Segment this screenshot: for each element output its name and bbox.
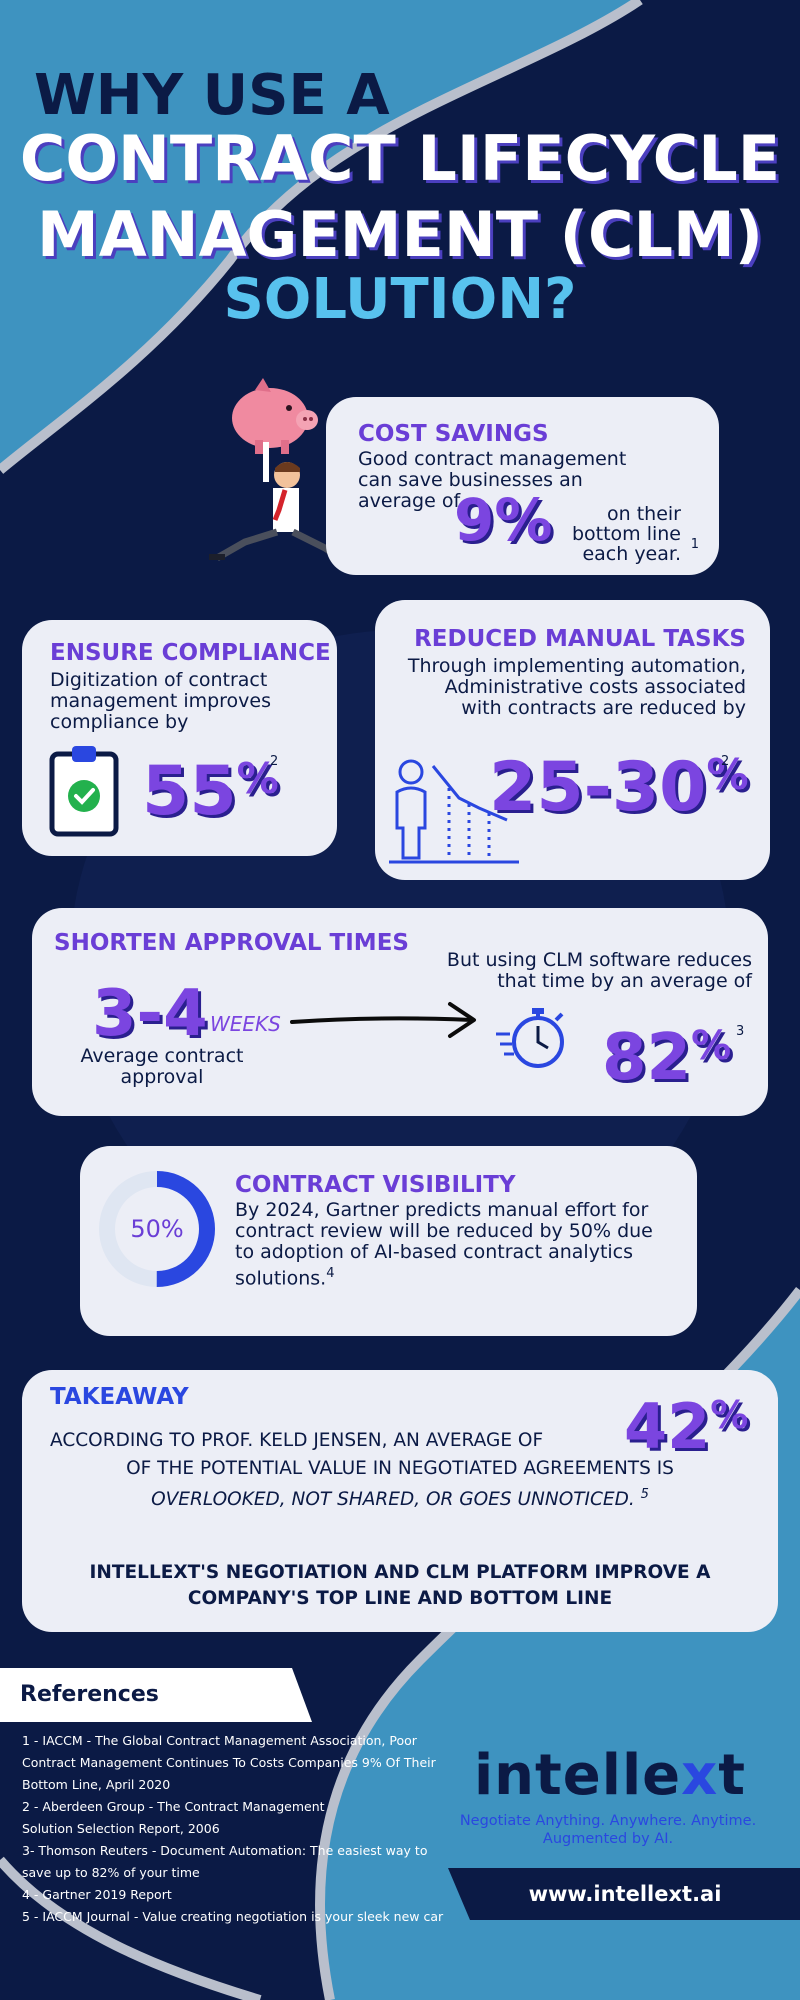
reference-line: 5 - IACCM Journal - Value creating negot… — [22, 1909, 444, 1924]
visibility-body-text: By 2024, Gartner predicts manual effort … — [235, 1199, 653, 1290]
approval-stat-left: 3-4 — [92, 977, 208, 1051]
donut-label: 50% — [130, 1215, 183, 1243]
reference-line: 3- Thomson Reuters - Document Automation… — [22, 1843, 428, 1858]
reference-line: Contract Management Continues To Costs C… — [22, 1755, 436, 1770]
approval-right-1: But using CLM software reduces — [446, 949, 752, 971]
brand-tagline-1: Negotiate Anything. Anywhere. Anytime. — [459, 1813, 757, 1829]
compliance-stat: 55% — [142, 758, 279, 826]
compliance-card: ENSURE COMPLIANCE Digitization of contra… — [22, 620, 337, 856]
intellext-logo: intellext — [430, 1748, 790, 1804]
stopwatch-icon — [496, 1008, 564, 1068]
visibility-card: 50% CONTRACT VISIBILITY By 2024, Gartner… — [80, 1146, 697, 1336]
approval-label-left-1: Average contract — [80, 1045, 244, 1067]
clipboard-check-icon — [49, 746, 119, 837]
takeaway-ref: 5 — [640, 1487, 649, 1502]
takeaway-stat-percent: % — [710, 1393, 749, 1437]
website-link[interactable]: www.intellext.ai — [528, 1882, 722, 1906]
reference-line: Solution Selection Report, 2006 — [22, 1821, 220, 1836]
cost-savings-heading: COST SAVINGS — [358, 421, 549, 447]
logo-part-b: t — [718, 1743, 747, 1808]
logo-part-a: intelle — [473, 1743, 682, 1808]
approval-stat-right: 82% — [602, 1026, 731, 1090]
reference-line: 2 - Aberdeen Group - The Contract Manage… — [22, 1799, 325, 1814]
takeaway-line-3-text: OVERLOOKED, NOT SHARED, OR GOES UNNOTICE… — [151, 1489, 635, 1511]
compliance-stat-percent: % — [236, 754, 279, 803]
takeaway-closing-1: INTELLEXT'S NEGOTIATION AND CLM PLATFORM… — [89, 1562, 711, 1583]
person-declining-chart-icon — [389, 759, 519, 864]
manual-tasks-body-1: Through implementing automation, — [407, 655, 746, 677]
reference-line: 4 - Gartner 2019 Report — [22, 1887, 172, 1902]
manual-tasks-body-2: Administrative costs associated — [444, 676, 746, 698]
takeaway-line-3: OVERLOOKED, NOT SHARED, OR GOES UNNOTICE… — [22, 1484, 778, 1510]
manual-tasks-stat: 25-30% — [489, 754, 749, 822]
manual-tasks-body-3: with contracts are reduced by — [461, 697, 746, 719]
approval-card: SHORTEN APPROVAL TIMES 3-4 WEEKS Average… — [32, 908, 768, 1116]
title-line-3: MANAGEMENT (CLM) — [37, 198, 763, 271]
references-list: 1 - IACCM - The Global Contract Manageme… — [22, 1730, 452, 1928]
approval-heading: SHORTEN APPROVAL TIMES — [54, 930, 409, 956]
url-banner — [448, 1868, 800, 1920]
manual-tasks-ref: 2 — [721, 754, 730, 769]
approval-right-2: that time by an average of — [497, 970, 752, 992]
reference-line: save up to 82% of your time — [22, 1865, 200, 1880]
cost-savings-stat: 9% — [454, 486, 553, 554]
takeaway-stat-number: 42 — [624, 1390, 711, 1463]
cost-savings-tail-3: each year. — [582, 543, 681, 565]
approval-label-left-2: approval — [120, 1066, 204, 1088]
takeaway-closing-2: COMPANY'S TOP LINE AND BOTTOM LINE — [187, 1588, 613, 1609]
brand-tagline: Negotiate Anything. Anywhere. Anytime. A… — [420, 1812, 796, 1848]
compliance-body: Digitization of contract management impr… — [50, 669, 272, 733]
manual-tasks-stat-number: 25-30 — [489, 748, 707, 827]
cost-savings-body: Good contract management can save busine… — [358, 448, 627, 512]
references-banner — [0, 1668, 312, 1722]
title-line-2: CONTRACT LIFECYCLE — [19, 122, 781, 195]
cost-savings-tail-1: on their — [607, 503, 681, 525]
visibility-body: By 2024, Gartner predicts manual effort … — [235, 1199, 675, 1290]
approval-stat-right-percent: % — [691, 1023, 732, 1069]
takeaway-line-2: OF THE POTENTIAL VALUE IN NEGOTIATED AGR… — [126, 1458, 674, 1479]
visibility-heading: CONTRACT VISIBILITY — [235, 1172, 516, 1198]
approval-stat-right-number: 82 — [602, 1021, 692, 1095]
manual-tasks-heading: REDUCED MANUAL TASKS — [414, 626, 746, 652]
reference-line: 1 - IACCM - The Global Contract Manageme… — [22, 1733, 417, 1748]
visibility-ref: 4 — [326, 1266, 335, 1281]
takeaway-stat: 42% — [624, 1396, 748, 1458]
cost-savings-tail-2: bottom line — [571, 523, 681, 545]
takeaway-card: TAKEAWAY ACCORDING TO PROF. KELD JENSEN,… — [22, 1370, 778, 1632]
takeaway-line-1: ACCORDING TO PROF. KELD JENSEN, AN AVERA… — [50, 1430, 544, 1451]
donut-arc — [99, 1171, 215, 1287]
donut-chart: 50% — [99, 1171, 215, 1287]
title-line-4: SOLUTION? — [223, 267, 577, 332]
title-line-1: WHY USE A — [34, 63, 390, 128]
reference-line: Bottom Line, April 2020 — [22, 1777, 171, 1792]
references-title: References — [20, 1682, 159, 1707]
cost-savings-ref: 1 — [690, 537, 699, 552]
compliance-stat-number: 55 — [142, 752, 237, 831]
manual-tasks-stat-percent: % — [706, 750, 749, 799]
manual-tasks-card: REDUCED MANUAL TASKS Through implementin… — [375, 600, 770, 880]
cost-savings-card: COST SAVINGS Good contract management ca… — [326, 397, 719, 575]
logo-part-x: x — [681, 1743, 719, 1808]
approval-unit-left: WEEKS — [210, 1012, 281, 1036]
takeaway-heading: TAKEAWAY — [50, 1384, 189, 1410]
compliance-ref: 2 — [270, 754, 279, 769]
approval-ref: 3 — [736, 1024, 745, 1039]
brand-tagline-2: Augmented by AI. — [542, 1831, 674, 1847]
right-arrow-icon — [290, 1002, 476, 1038]
compliance-heading: ENSURE COMPLIANCE — [50, 640, 331, 666]
